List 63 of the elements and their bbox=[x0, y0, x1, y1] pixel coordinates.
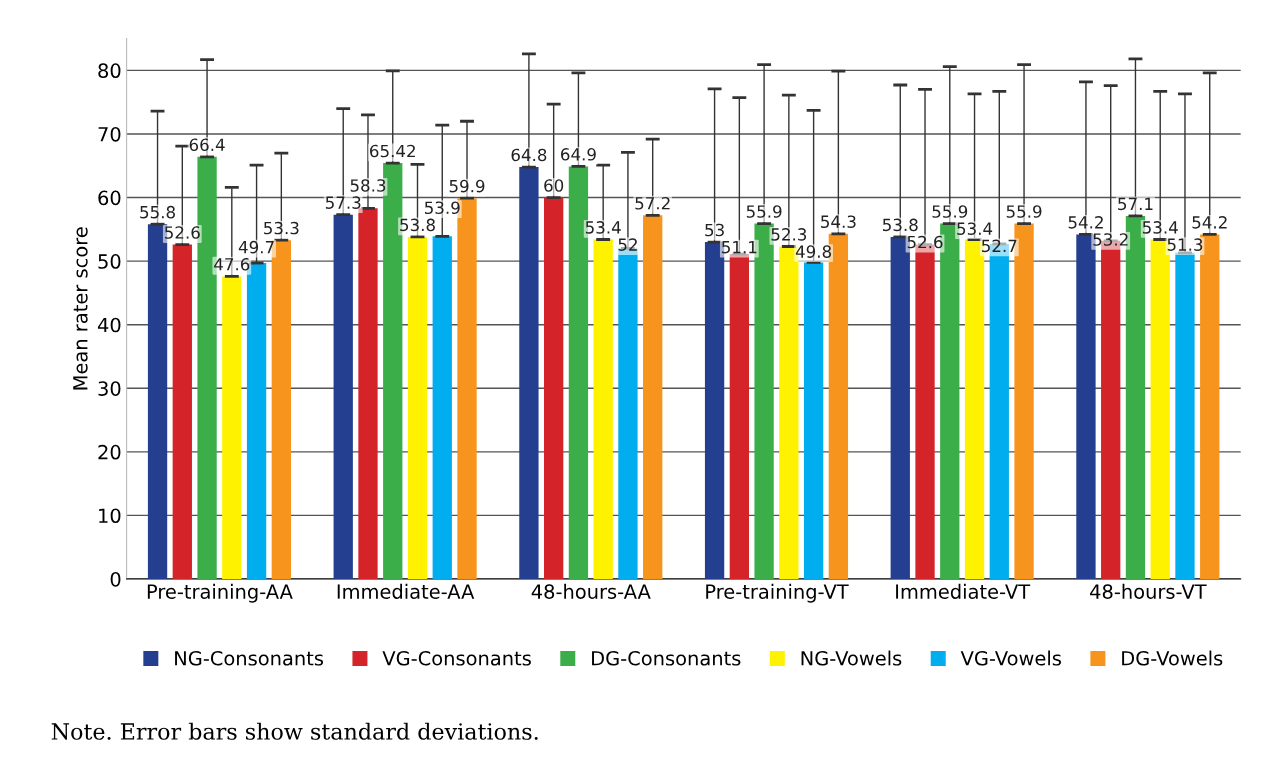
data-label: 49.7 bbox=[238, 240, 274, 254]
data-label: 54.3 bbox=[821, 215, 856, 229]
data-label: 52.6 bbox=[907, 235, 943, 249]
y-tick-label: 80 bbox=[98, 63, 121, 79]
x-tick-label: 48-hours-AA bbox=[531, 583, 651, 599]
x-tick-label: Pre-training-AA bbox=[147, 583, 293, 603]
x-tick-label: Immediate-VT bbox=[896, 583, 1031, 599]
bar bbox=[432, 236, 452, 579]
y-tick-label: 40 bbox=[97, 317, 121, 333]
y-tick-label: 70 bbox=[98, 126, 121, 142]
data-label: 52.7 bbox=[982, 239, 1017, 253]
x-tick-label: 48-hours-VT bbox=[1090, 583, 1207, 599]
data-label: 53 bbox=[705, 223, 724, 237]
data-label: 57.1 bbox=[1118, 197, 1153, 211]
data-label: 49.8 bbox=[795, 245, 832, 258]
y-axis-title: Mean rater score bbox=[73, 227, 88, 390]
data-label: 64.8 bbox=[511, 148, 547, 162]
data-label: 58.3 bbox=[350, 179, 386, 192]
data-label: 55.9 bbox=[932, 205, 968, 218]
data-label: 53.4 bbox=[957, 222, 993, 235]
data-label: 53.8 bbox=[883, 218, 918, 232]
data-label: 52.3 bbox=[771, 228, 807, 241]
bar bbox=[544, 197, 564, 579]
y-tick-label: 10 bbox=[99, 508, 121, 524]
data-label: 65.42 bbox=[370, 144, 415, 158]
y-tick-label: 60 bbox=[98, 190, 121, 206]
data-label: 55.9 bbox=[1006, 205, 1042, 218]
legend-label: NG-Consonants bbox=[175, 650, 324, 666]
x-tick-label: Immediate-AA bbox=[337, 583, 475, 599]
data-label: 66.4 bbox=[189, 138, 225, 152]
y-tick-label: 0 bbox=[110, 571, 121, 587]
data-label: 60 bbox=[544, 179, 564, 192]
legend-label: NG-Vowels bbox=[801, 650, 902, 666]
x-tick-label: Pre-training-VT bbox=[706, 583, 849, 603]
bar bbox=[358, 208, 378, 579]
y-tick-label: 30 bbox=[98, 381, 121, 396]
text: Note. Error bars show standard deviations. bbox=[51, 722, 538, 740]
data-label: 53.4 bbox=[585, 221, 621, 234]
data-label: 53.3 bbox=[264, 221, 299, 235]
data-label: 52.6 bbox=[165, 226, 200, 239]
legend-label: VG-Vowels bbox=[960, 650, 1061, 666]
legend-label: DG-Vowels bbox=[1122, 650, 1223, 666]
data-label: 51.3 bbox=[1167, 238, 1203, 251]
data-label: 53.8 bbox=[400, 218, 435, 232]
data-label: 53.2 bbox=[1093, 233, 1128, 246]
legend-label: VG-Consonants bbox=[382, 650, 531, 666]
data-label: 53.4 bbox=[1142, 221, 1178, 234]
data-label: 51.1 bbox=[722, 241, 757, 254]
y-tick-label: 50 bbox=[98, 254, 121, 269]
legend-label: DG-Consonants bbox=[592, 650, 741, 666]
data-label: 55.8 bbox=[140, 205, 175, 219]
data-label: 59.9 bbox=[449, 179, 485, 193]
data-label: 55.9 bbox=[746, 205, 782, 218]
data-label: 54.2 bbox=[1192, 216, 1227, 229]
data-label: 54.2 bbox=[1068, 216, 1103, 229]
data-label: 47.6 bbox=[214, 258, 250, 271]
data-label: 52 bbox=[618, 238, 637, 251]
data-label: 57.2 bbox=[635, 196, 670, 210]
data-label: 64.9 bbox=[561, 148, 596, 161]
data-label: 57.3 bbox=[325, 196, 361, 209]
data-label: 53.9 bbox=[424, 201, 460, 215]
bar bbox=[1200, 234, 1220, 579]
y-tick-label: 20 bbox=[98, 444, 121, 460]
